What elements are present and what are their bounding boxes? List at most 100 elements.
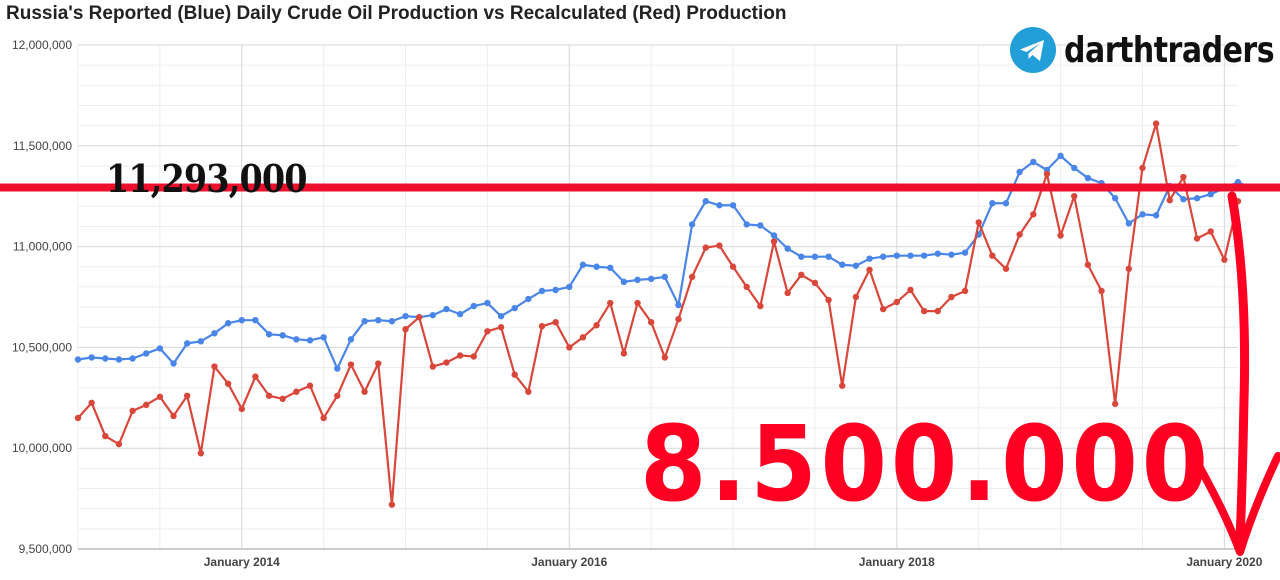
reported-point [375, 316, 382, 324]
reported-point [593, 263, 600, 270]
recalculated-point [647, 319, 655, 326]
major-gridlines [78, 44, 1238, 550]
reported-point [661, 273, 669, 281]
brand-name: darthtraders [1064, 29, 1275, 71]
reported-point [879, 253, 887, 260]
recalculated-point [729, 263, 737, 270]
reported-point [647, 275, 655, 283]
recalculated-point [1098, 287, 1105, 295]
recalculated-point [525, 388, 532, 395]
reported-point [1193, 195, 1201, 202]
recalculated-point [552, 319, 559, 326]
down-arrow [1193, 191, 1280, 556]
reported-point [511, 304, 518, 312]
reported-point [170, 360, 177, 367]
y-tick-label: 12,000,000 [12, 38, 72, 52]
recalculated-point [688, 273, 696, 281]
recalculated-point [566, 344, 573, 351]
y-axis: 9,500,000 10,000,000 10,500,000 11,000,000 1… [12, 38, 72, 556]
reported-point [334, 365, 341, 372]
target-value-label: 8.500.000 [640, 403, 1212, 525]
reference-value-label: 11,293,000 [106, 156, 308, 201]
recalculated-point [1043, 170, 1051, 178]
recalculated-point [334, 392, 341, 399]
reported-point [497, 312, 505, 320]
recalculated-point [607, 299, 614, 307]
reported-point [729, 202, 737, 209]
reported-point [252, 316, 259, 324]
reported-point [388, 317, 396, 325]
chart-title: Russia's Reported (Blue) Daily Crude Oil… [6, 3, 787, 24]
recalculated-point [443, 359, 450, 366]
recalculated-point [1057, 232, 1064, 239]
recalculated-point [579, 334, 587, 341]
reported-point [224, 320, 232, 327]
y-tick-label: 10,500,000 [12, 340, 72, 354]
reported-point [702, 198, 709, 205]
recalculated-point [156, 393, 164, 400]
reported-point [102, 355, 109, 362]
reported-point [675, 301, 682, 309]
reported-point [293, 336, 300, 343]
reported-point [211, 330, 218, 337]
reported-point [579, 261, 587, 268]
reported-point [1139, 211, 1146, 218]
recalculated-point [320, 414, 327, 422]
recalculated-point [757, 302, 764, 310]
reported-point [798, 253, 805, 260]
arrow-shaft [1227, 191, 1250, 545]
recalculated-point [1030, 211, 1037, 218]
recalculated-point [265, 392, 273, 399]
reported-point [620, 278, 628, 286]
recalculated-point [1166, 197, 1173, 204]
reported-point [1002, 200, 1010, 207]
recalculated-point [1207, 228, 1214, 235]
reported-point [470, 302, 477, 310]
recalculated-point [538, 323, 546, 330]
y-tick-label: 10,000,000 [12, 441, 72, 455]
reported-point [961, 249, 969, 256]
reported-point [74, 356, 82, 363]
recalculated-point [1125, 265, 1133, 272]
recalculated-point [907, 286, 914, 294]
recalculated-point [1221, 256, 1228, 263]
reported-point [320, 334, 327, 341]
reported-point [1207, 190, 1214, 198]
reported-point [347, 336, 355, 343]
recalculated-point [1111, 400, 1119, 408]
recalculated-point [238, 405, 245, 413]
recalculated-point [770, 238, 778, 245]
reported-point [811, 253, 819, 260]
reported-point [552, 286, 559, 294]
reported-point [1180, 196, 1187, 203]
recalculated-point [74, 414, 82, 422]
y-tick-label: 11,000,000 [13, 240, 72, 254]
reported-point [443, 305, 450, 313]
reported-point [784, 245, 791, 252]
recalculated-point [634, 299, 641, 307]
reported-point [306, 337, 314, 344]
recalculated-point [784, 289, 791, 297]
reported-point [1111, 195, 1119, 202]
recalculated-point [1002, 265, 1010, 272]
reported-point [1084, 174, 1092, 182]
x-tick-label: January 2020 [1186, 555, 1262, 569]
x-tick-label: January 2018 [859, 555, 935, 569]
reported-point [1125, 220, 1133, 227]
recalculated-point [989, 252, 996, 259]
series-layer [74, 120, 1255, 508]
recalculated-point [88, 399, 95, 407]
reported-point [1057, 152, 1064, 160]
recalculated-point [415, 313, 423, 321]
reported-point [429, 311, 437, 319]
recalculated-point [115, 440, 123, 448]
x-axis: January 2014 January 2016 January 2018 Janu… [204, 555, 1263, 569]
recalculated-point [1193, 235, 1201, 242]
recalculated-point [1084, 261, 1092, 268]
recalculated-point [620, 350, 628, 357]
recalculated-point [1152, 120, 1160, 127]
recalculated-point [388, 501, 396, 508]
recalculated-point [852, 293, 860, 301]
reported-point [484, 299, 491, 307]
recalculated-point [252, 373, 259, 380]
